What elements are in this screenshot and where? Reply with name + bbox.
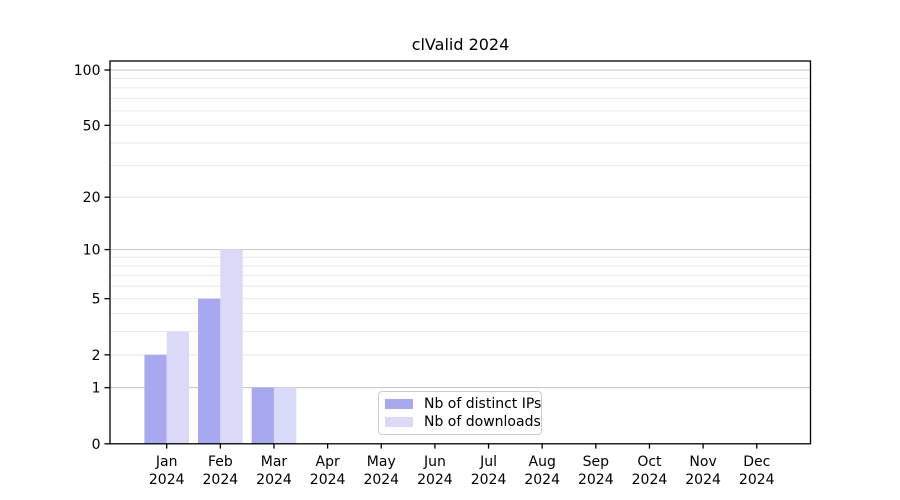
x-tick-label-month: Oct <box>637 454 662 470</box>
x-tick-label-month: Jun <box>423 454 446 470</box>
legend-label: Nb of downloads <box>424 414 541 431</box>
y-tick-label: 5 <box>92 292 101 308</box>
bar-distinct-ips <box>198 298 221 444</box>
x-tick-label-year: 2024 <box>417 472 453 488</box>
bar-distinct-ips <box>251 387 274 444</box>
x-tick-label-year: 2024 <box>685 472 721 488</box>
y-tick-label: 20 <box>83 190 101 206</box>
y-tick-label: 0 <box>92 437 101 453</box>
x-tick-label-year: 2024 <box>739 472 775 488</box>
x-tick-label-year: 2024 <box>149 472 185 488</box>
x-tick-label-month: Mar <box>261 454 288 470</box>
bar-downloads <box>220 249 243 444</box>
y-tick-label: 50 <box>83 118 101 134</box>
x-tick-label-year: 2024 <box>524 472 560 488</box>
legend-label: Nb of distinct IPs <box>424 395 542 412</box>
y-tick-label: 1 <box>92 381 101 397</box>
x-tick-label-month: Sep <box>583 454 610 470</box>
legend-swatch-distinct-ips <box>385 398 413 409</box>
x-tick-label-month: Jul <box>479 454 497 470</box>
chart-title: clValid 2024 <box>411 35 510 54</box>
y-tick-label: 10 <box>83 243 101 259</box>
legend-swatch-downloads <box>385 417 413 428</box>
x-tick-label-year: 2024 <box>578 472 614 488</box>
x-tick-label-month: Dec <box>743 454 770 470</box>
x-tick-label-year: 2024 <box>256 472 292 488</box>
legend: Nb of distinct IPs Nb of downloads <box>378 391 542 435</box>
x-tick-label-year: 2024 <box>363 472 399 488</box>
x-tick-label-month: Nov <box>689 454 716 470</box>
bar-downloads <box>273 387 297 444</box>
x-tick-label-month: May <box>367 454 396 470</box>
legend-item-distinct-ips: Nb of distinct IPs <box>385 396 541 412</box>
x-tick-label-year: 2024 <box>471 472 507 488</box>
y-tick-label: 2 <box>92 348 101 364</box>
bar-downloads <box>166 331 189 444</box>
x-tick-label-year: 2024 <box>310 472 346 488</box>
x-tick-label-year: 2024 <box>203 472 239 488</box>
x-tick-label-year: 2024 <box>632 472 668 488</box>
bar-distinct-ips <box>144 354 167 444</box>
x-tick-label-month: Aug <box>529 454 556 470</box>
legend-item-downloads: Nb of downloads <box>385 414 541 430</box>
y-tick-label: 100 <box>74 63 101 79</box>
x-tick-label-month: Apr <box>316 454 340 470</box>
x-tick-label-month: Jan <box>155 454 178 470</box>
plot-frame <box>109 60 812 445</box>
x-tick-label-month: Feb <box>208 454 233 470</box>
